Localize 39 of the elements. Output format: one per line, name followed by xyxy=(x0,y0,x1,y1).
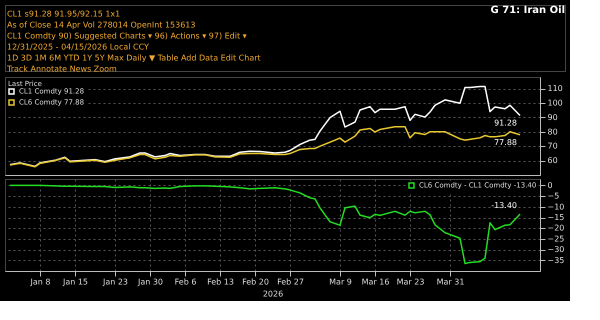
x-tick-label: Jan 23 xyxy=(102,278,128,286)
y-tick-label: 0 xyxy=(548,180,553,190)
text: 1D 3D 1M 6M YTD 1Y 5Y Max Daily ▼ Table Add Data Edit Chart xyxy=(7,54,261,62)
x-tick-label: Mar 9 xyxy=(329,278,352,286)
y-tick-label: −10 xyxy=(548,202,564,212)
x-tick-label: Jan 30 xyxy=(136,278,164,286)
text: CL1 Comdty 90) Suggested Charts ▾ 96) Actions ▾ 97) Edit ▾ xyxy=(7,32,247,40)
y-tick-label: 90 xyxy=(548,112,558,122)
annotation: -13.40 xyxy=(491,201,517,210)
text: CL1 s91.28 91.95/92.15 1x1 xyxy=(7,10,120,18)
annotation: 77.88 xyxy=(494,138,517,147)
line-series xyxy=(9,126,521,168)
y-tick-label: 110 xyxy=(548,84,563,94)
line-series xyxy=(9,86,521,168)
y-tick-label: 80 xyxy=(548,127,558,136)
text: 12/31/2025 - 04/15/2026 Local CCY xyxy=(7,42,150,52)
y-tick-label: −5 xyxy=(548,192,560,201)
y-tick-label: −30 xyxy=(548,245,564,254)
y-tick-label: −15 xyxy=(548,213,564,222)
annotation: 91.28 xyxy=(494,118,517,128)
text: As of Close 14 Apr Vol 278014 OpenInt 153613 xyxy=(7,20,196,30)
x-tick-label: Feb 27 xyxy=(277,278,304,286)
x-tick-label: Jan 8 xyxy=(30,278,50,286)
chart-title: G 71: Iran Oil xyxy=(490,5,565,16)
y-tick-label: −25 xyxy=(548,234,564,244)
x-tick-label: Mar 31 xyxy=(436,278,464,286)
x-tick-label: Mar 23 xyxy=(396,278,424,286)
x-tick-label: Feb 20 xyxy=(242,278,269,286)
y-tick-label: 100 xyxy=(548,98,563,108)
x-tick-label: Jan 15 xyxy=(62,278,88,286)
x-axis-title: 2026 xyxy=(262,290,284,298)
y-tick-label: −35 xyxy=(548,256,564,265)
text: Track Annotate News Zoom xyxy=(6,64,118,74)
y-tick-label: 70 xyxy=(548,142,558,151)
y-tick-label: −20 xyxy=(548,224,564,233)
y-tick-label: 60 xyxy=(548,156,558,166)
x-tick-label: Mar 16 xyxy=(362,278,390,286)
x-tick-label: Feb 13 xyxy=(207,278,234,286)
x-tick-label: Feb 6 xyxy=(174,278,196,286)
